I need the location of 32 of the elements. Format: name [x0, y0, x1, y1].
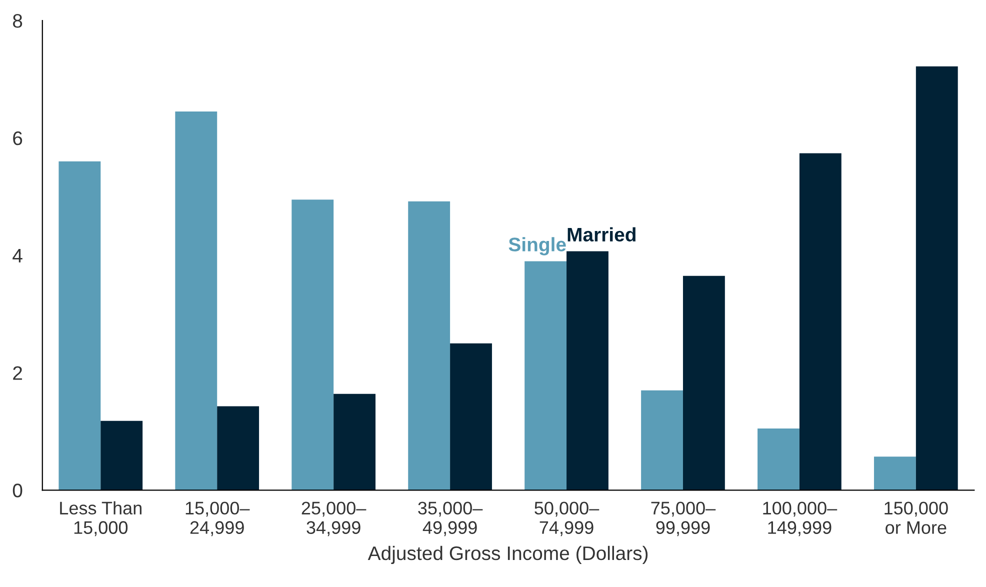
x-tick-label: 15,000– 24,999 [186, 502, 250, 536]
bar [799, 153, 842, 490]
y-tick-label: 6 [13, 131, 22, 146]
series-label: Married [568, 227, 636, 242]
bar [524, 261, 567, 490]
x-tick-label: 25,000– 34,999 [302, 502, 366, 536]
bar [175, 112, 218, 490]
x-tick-label: 50,000– 74,999 [534, 502, 600, 536]
y-tick-label: 4 [12, 249, 22, 262]
y-tick-label: 0 [12, 484, 22, 498]
bar [641, 390, 683, 490]
y-tick-label: 2 [13, 366, 22, 380]
bar [566, 251, 608, 490]
x-tick-label: 150,000 or More [884, 502, 948, 534]
bar [874, 456, 916, 490]
bar [292, 200, 334, 490]
bar [450, 343, 492, 490]
x-tick-label: 35,000– 49,999 [418, 502, 483, 536]
bar [408, 201, 450, 490]
bar [100, 420, 143, 490]
x-tick-label: 100,000– 149,999 [763, 502, 838, 536]
bar [758, 428, 800, 490]
x-tick-label: Less Than 15,000 [60, 501, 142, 536]
x-tick-label: 75,000– 99,999 [651, 502, 716, 536]
bar [334, 394, 376, 490]
bar [916, 66, 958, 490]
x-axis-title: Adjusted Gross Income (Dollars) [368, 546, 648, 564]
bar [682, 276, 725, 490]
series-label: Single [508, 237, 566, 256]
bar [58, 161, 101, 490]
y-tick-label: 8 [12, 14, 22, 28]
bar [217, 406, 260, 490]
